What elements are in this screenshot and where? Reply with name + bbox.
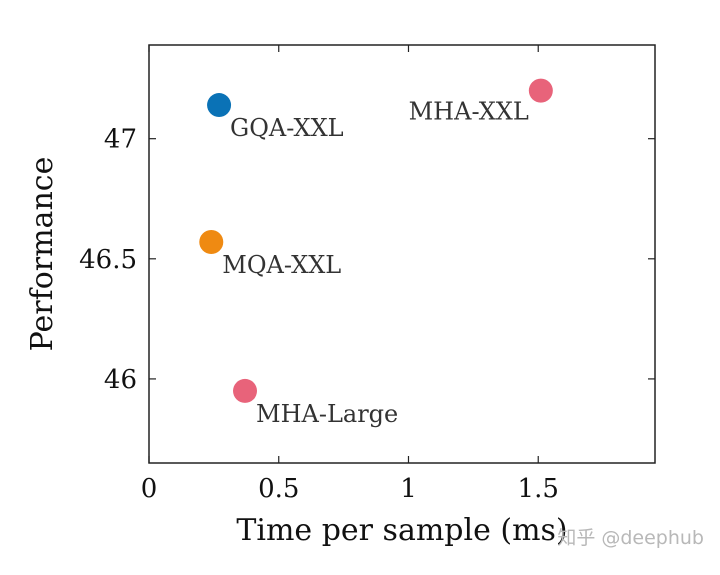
data-point [199,229,224,254]
x-tick-label: 1.5 [518,474,559,504]
x-tick-label: 0 [141,474,158,504]
data-point [233,378,258,403]
y-tick-label: 46.5 [79,245,137,275]
y-tick-label: 46 [104,365,137,395]
marks-layer: 0 0.5 1 1.5 46 46.5 47 MHA-XXL GQA-XXL MQA-XXL MHA… [79,45,655,504]
data-point-label: GQA-XXL [230,114,344,142]
data-point-label: MQA-XXL [222,251,341,279]
data-point [207,93,232,118]
y-tick-label: 47 [104,125,137,155]
x-tick-label: 0.5 [258,474,299,504]
plot-frame [148,44,656,464]
y-axis-title: Performance [25,157,60,352]
data-point [528,78,553,103]
x-axis-title: Time per sample (ms) [236,513,567,548]
watermark-text: 知乎 @deephub [557,527,704,549]
data-point-label: MHA-XXL [409,98,529,126]
data-point-label: MHA-Large [256,400,398,428]
x-tick-label: 1 [400,474,417,504]
